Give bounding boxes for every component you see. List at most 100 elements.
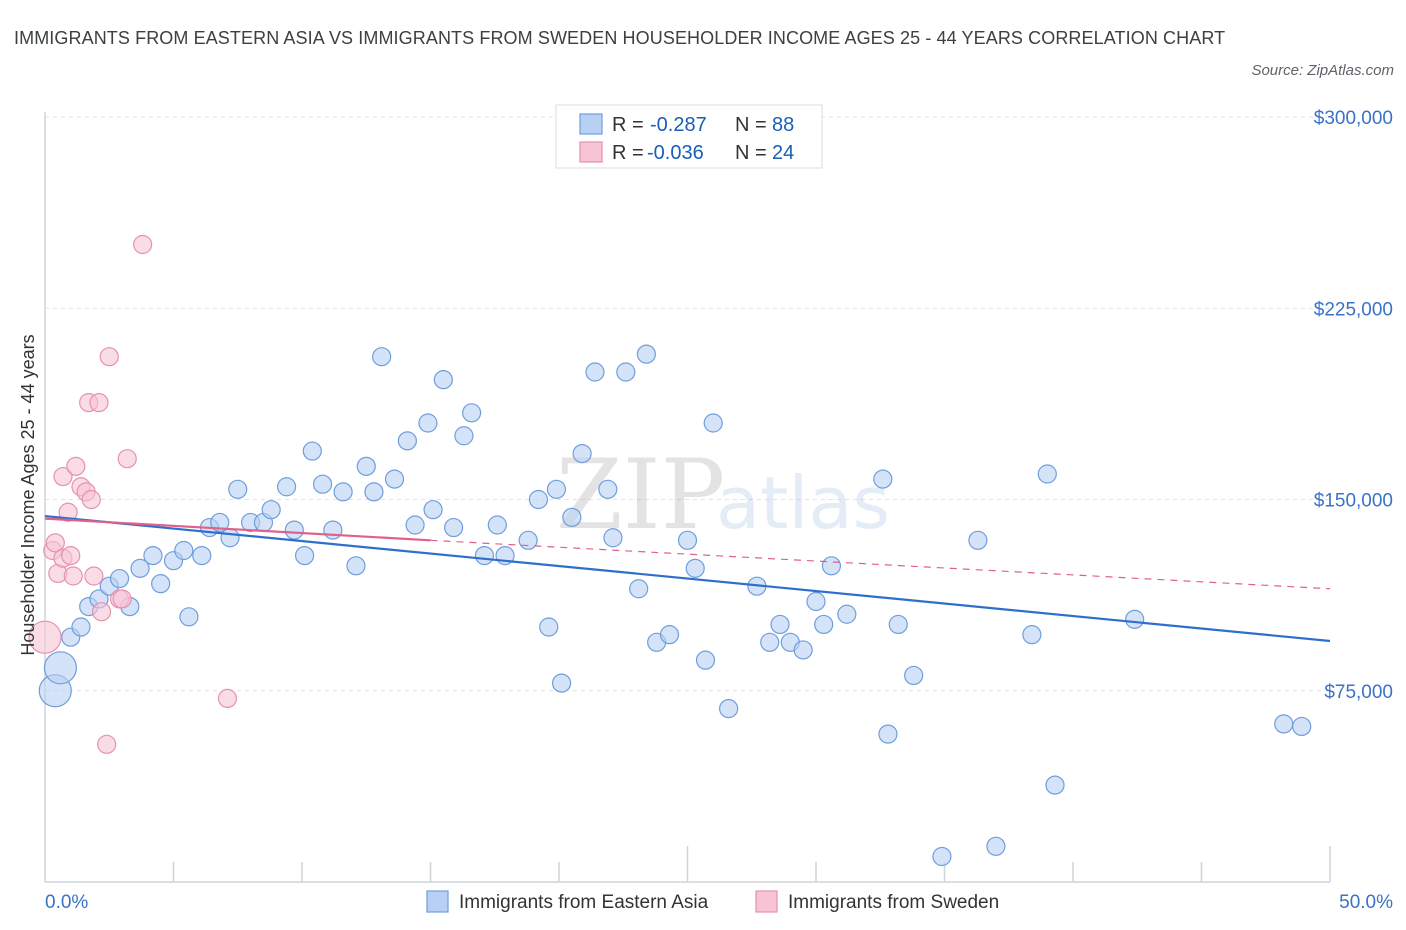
blue-point-62 <box>685 558 705 578</box>
blue-point-74 <box>837 604 857 624</box>
bottom-legend-swatch-sweden <box>755 890 778 913</box>
trend-line-eastern-asia <box>44 514 1331 643</box>
y-tick-label-2: $225,000 <box>1314 299 1393 320</box>
blue-point-57 <box>629 579 649 599</box>
y-tick-label-3: $300,000 <box>1314 108 1393 129</box>
blue-point-61 <box>677 530 698 550</box>
blue-point-3 <box>71 617 91 637</box>
blue-point-77 <box>888 614 908 635</box>
watermark-atlas: atlas <box>716 461 890 545</box>
series-sweden-points <box>28 234 238 754</box>
blue-point-41 <box>454 426 474 446</box>
blue-point-63 <box>695 650 716 670</box>
blue-point-36 <box>405 515 425 535</box>
blue-point-65 <box>719 698 739 719</box>
blue-point-84 <box>1045 775 1065 795</box>
blue-point-25 <box>294 545 315 566</box>
blue-point-82 <box>1022 625 1042 645</box>
legend-n-label-2: N = <box>735 142 767 164</box>
series-legend: Immigrants from Eastern Asia Immigrants … <box>426 890 999 913</box>
y-tick-label-1: $150,000 <box>1314 491 1393 512</box>
pink-point-6 <box>58 502 78 522</box>
blue-point-75 <box>873 469 893 489</box>
blue-point-22 <box>261 500 281 520</box>
pink-point-13 <box>81 489 101 510</box>
legend-r-value-2: -0.036 <box>647 142 704 164</box>
bottom-legend-label-sweden: Immigrants from Sweden <box>788 892 999 913</box>
series-eastern-asia-points <box>38 344 1312 867</box>
blue-point-29 <box>333 482 353 502</box>
pink-point-15 <box>89 393 109 413</box>
trend-line-sweden-extended <box>430 539 1331 590</box>
pink-point-8 <box>63 566 83 586</box>
legend-n-value-1: 88 <box>772 114 794 136</box>
pink-point-18 <box>99 347 119 367</box>
blue-point-37 <box>418 413 438 433</box>
blue-point-28 <box>323 520 343 540</box>
blue-point-18 <box>220 528 240 548</box>
blue-point-47 <box>528 489 549 510</box>
blue-point-78 <box>904 665 924 686</box>
y-axis-label: Householder Income Ages 25 - 44 years <box>18 334 38 655</box>
trend-line-sweden <box>44 517 431 542</box>
legend-n-label-1: N = <box>735 114 767 136</box>
blue-point-60 <box>659 625 680 645</box>
blue-point-81 <box>986 836 1006 856</box>
legend-r-label-1: R = <box>612 114 644 136</box>
blue-point-80 <box>968 530 988 550</box>
pink-point-5 <box>53 466 73 487</box>
pink-point-16 <box>91 602 112 622</box>
blue-point-76 <box>878 724 898 744</box>
blue-point-39 <box>433 370 453 390</box>
blue-point-7 <box>109 568 130 589</box>
pink-point-17 <box>97 734 117 754</box>
trend-lines <box>44 514 1331 643</box>
blue-point-67 <box>760 632 780 652</box>
gridlines <box>45 116 1330 692</box>
y-tick-label-0: $75,000 <box>1324 682 1393 703</box>
y-tick-labels: $75,000 $150,000 $225,000 $300,000 <box>1314 108 1393 703</box>
blue-point-40 <box>444 517 464 538</box>
pink-point-14 <box>84 566 104 586</box>
legend-swatch-sweden <box>579 141 603 163</box>
legend-r-value-1: -0.287 <box>650 114 707 136</box>
blue-point-17 <box>210 512 230 533</box>
blue-point-32 <box>364 482 384 502</box>
blue-point-24 <box>284 520 304 540</box>
blue-point-51 <box>562 507 582 527</box>
blue-point-50 <box>551 673 572 693</box>
blue-point-35 <box>397 431 417 451</box>
blue-point-42 <box>462 403 482 423</box>
blue-point-54 <box>598 479 618 499</box>
blue-point-49 <box>546 479 567 499</box>
blue-point-33 <box>372 347 392 367</box>
pink-point-21 <box>117 449 137 469</box>
source-label: Source: ZipAtlas.com <box>1251 62 1394 79</box>
pink-point-2 <box>45 533 65 553</box>
watermark: ZIP atlas <box>556 439 890 551</box>
blue-point-56 <box>616 362 636 382</box>
blue-point-79 <box>932 846 952 867</box>
blue-point-83 <box>1037 464 1057 484</box>
blue-point-43 <box>474 545 495 566</box>
x-tick-label-min: 0.0% <box>45 892 88 913</box>
blue-point-73 <box>821 556 842 576</box>
pink-point-23 <box>217 688 238 709</box>
blue-point-30 <box>346 556 366 576</box>
blue-point-23 <box>276 477 297 497</box>
blue-point-86 <box>1274 714 1294 734</box>
blue-point-31 <box>356 456 376 476</box>
legend-r-label-2: R = <box>612 142 644 164</box>
blue-point-58 <box>636 344 656 364</box>
blue-point-27 <box>312 474 333 494</box>
legend-swatch-eastern-asia <box>579 113 603 135</box>
blue-point-46 <box>518 530 538 550</box>
x-tick-marks <box>172 846 1331 882</box>
blue-point-70 <box>793 640 813 660</box>
legend-n-value-2: 24 <box>772 142 794 164</box>
blue-point-87 <box>1292 716 1312 737</box>
blue-point-64 <box>703 413 723 433</box>
blue-point-53 <box>585 362 605 382</box>
blue-point-48 <box>539 617 559 637</box>
pink-point-7 <box>61 545 81 566</box>
